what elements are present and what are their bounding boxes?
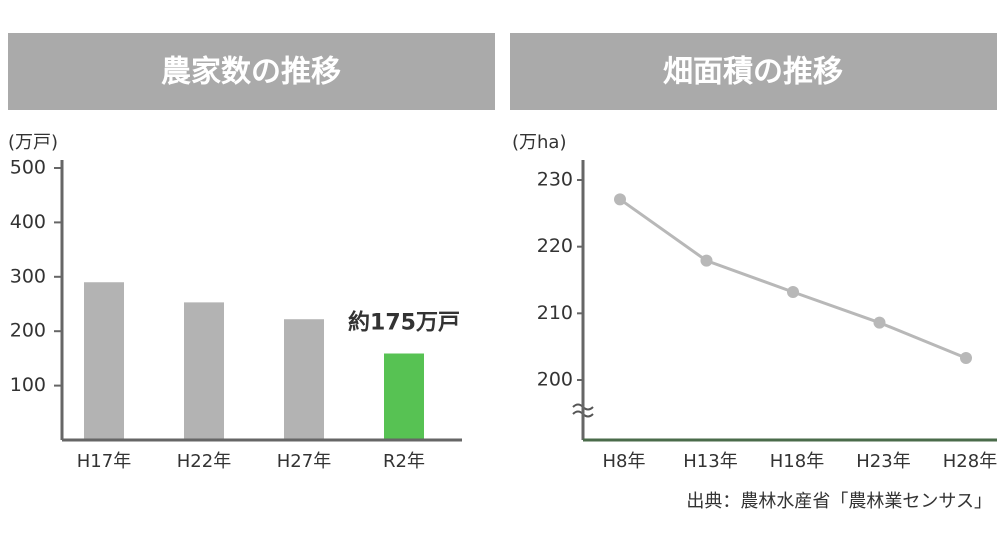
bar: [84, 282, 124, 440]
header-bar: [510, 33, 997, 110]
line: [619, 198, 967, 360]
annotation: 約175万戸: [348, 310, 460, 336]
x-tick-label: H17年: [77, 451, 131, 472]
y-tick-label: 220: [537, 235, 573, 257]
x-tick-label: R2年: [383, 451, 425, 472]
bar: [184, 302, 224, 440]
y-tick-label: 210: [537, 302, 573, 324]
point: [960, 352, 972, 364]
chart-title: 畑面積の推移: [663, 55, 843, 90]
y-tick-label: 400: [10, 211, 46, 233]
y-axis-label: (万ha): [512, 132, 566, 153]
y-axis-label: (万戸): [8, 132, 58, 153]
x-tick-label: H18年: [770, 451, 824, 472]
x-tick-label: H8年: [603, 451, 646, 472]
point: [614, 193, 626, 206]
y-tick-label: 100: [10, 374, 46, 396]
source: 出典：農林水産省「農林業センサス」: [686, 491, 992, 512]
x-tick-label: H23年: [856, 451, 910, 472]
point: [700, 254, 713, 267]
point: [873, 316, 886, 329]
header-bar: [8, 33, 495, 110]
y-tick-label: 200: [537, 369, 573, 391]
y-tick-label: 500: [10, 157, 46, 179]
bar: [384, 353, 424, 440]
x-tick-label: H27年: [277, 451, 331, 472]
x-tick-label: H13年: [683, 451, 737, 472]
y-tick-label: 300: [10, 265, 46, 287]
y-tick-label: 200: [10, 320, 46, 342]
y-tick-label: 230: [537, 169, 573, 191]
x-tick-label: H28年: [943, 451, 997, 472]
chart-title: 農家数の推移: [161, 55, 341, 90]
point: [787, 286, 799, 298]
bar: [284, 319, 324, 440]
x-tick-label: H22年: [177, 451, 231, 472]
